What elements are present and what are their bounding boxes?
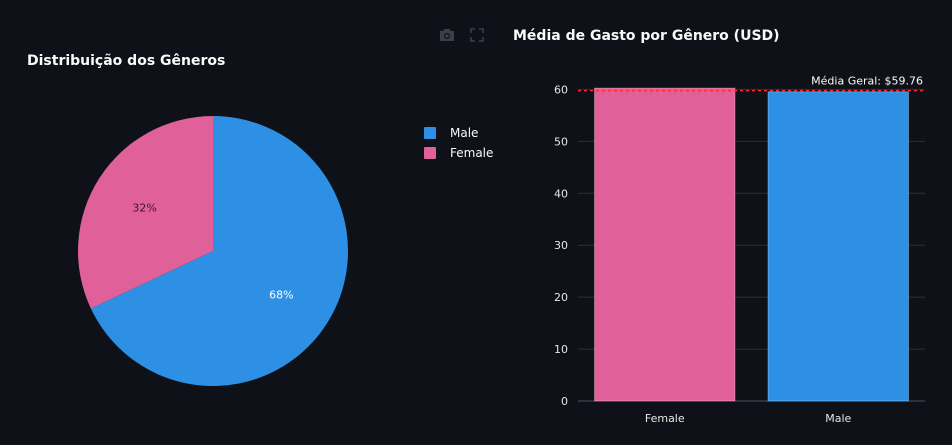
legend-label-female: Female [450, 146, 494, 160]
legend-item-female[interactable]: Female [424, 143, 493, 163]
legend-swatch-male [424, 127, 436, 139]
pie-slice-female[interactable] [77, 115, 213, 309]
bar-female[interactable] [594, 87, 736, 402]
fullscreen-icon[interactable] [468, 27, 486, 43]
pie-chart-panel: Distribuição dos Gêneros 68% 32% Male Fem… [27, 27, 493, 386]
pie-slice-male[interactable] [90, 116, 349, 386]
bar-chart-panel: Média de Gasto por Gênero (USD) 0 10 20 30 4… [500, 0, 952, 445]
legend-item-male[interactable]: Male [424, 123, 493, 143]
y-tick-label: 60 [554, 83, 568, 96]
y-tick-label: 30 [554, 239, 568, 252]
x-tick-label-female: Female [645, 412, 685, 425]
legend-label-male: Male [450, 126, 479, 140]
pie-chart: 68% 32% [77, 115, 349, 386]
bar-chart: 0 10 20 30 40 50 60 Female Male Média Geral: $59.… [554, 75, 925, 425]
reference-line-label: Média Geral: $59.76 [811, 75, 923, 88]
y-tick-label: 20 [554, 291, 568, 304]
pie-chart-title: Distribuição dos Gêneros [27, 53, 226, 69]
y-tick-label: 0 [561, 395, 568, 408]
camera-icon[interactable] [438, 27, 456, 43]
bar-male[interactable] [767, 91, 909, 402]
chart-modebar [438, 27, 486, 43]
pie-legend: Male Female [424, 123, 493, 163]
legend-swatch-female [424, 147, 436, 159]
y-tick-label: 40 [554, 187, 568, 200]
pie-label-male: 68% [269, 288, 293, 301]
pie-label-female: 32% [132, 202, 156, 215]
bar-chart-title: Média de Gasto por Gênero (USD) [513, 28, 780, 44]
y-tick-label: 10 [554, 343, 568, 356]
x-tick-label-male: Male [825, 412, 851, 425]
y-tick-label: 50 [554, 135, 568, 148]
